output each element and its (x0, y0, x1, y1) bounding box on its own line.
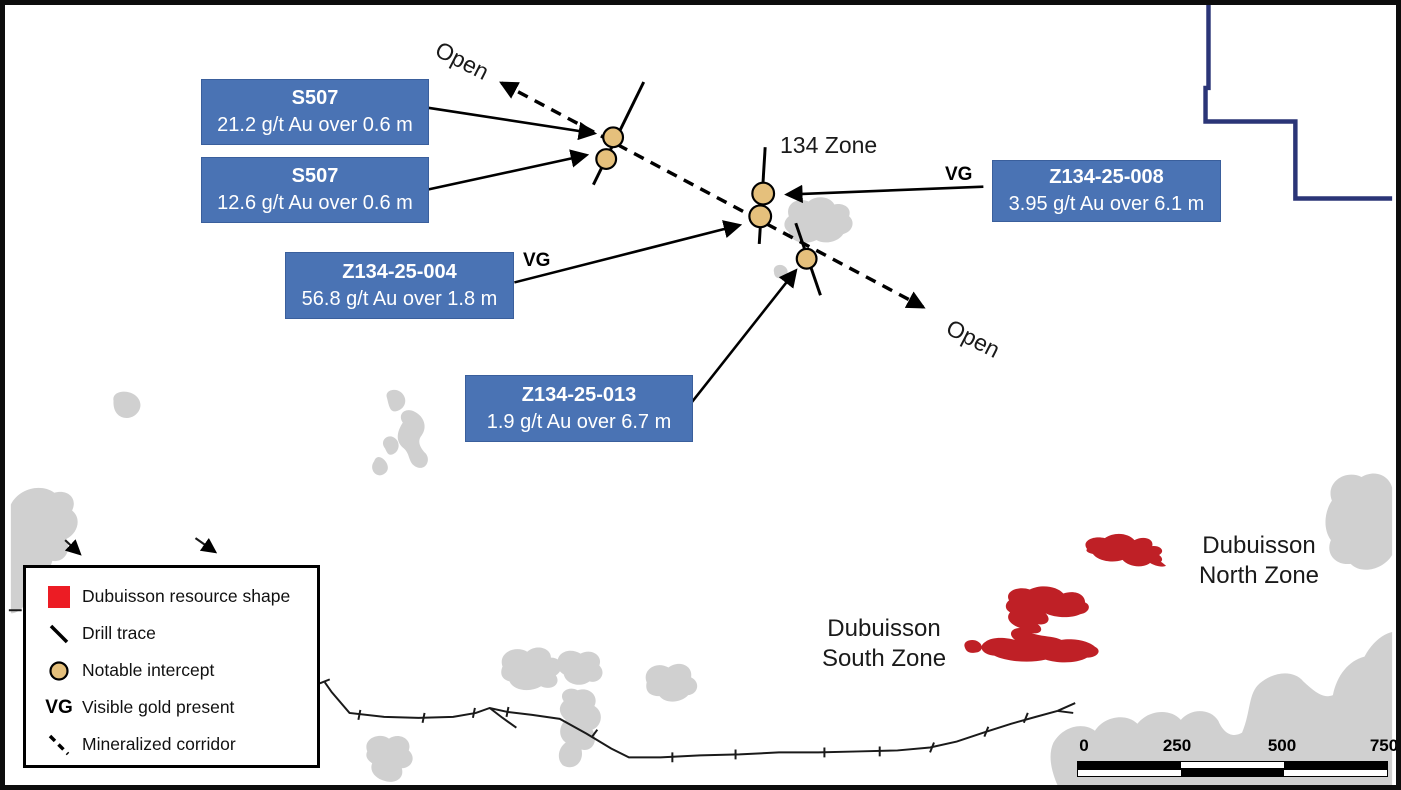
map-graphics (8, 5, 1393, 785)
vg-label-z134-25-004: VG (523, 250, 551, 271)
callout-title: Z134-25-013 (521, 383, 637, 406)
property-boundary-line (1203, 5, 1393, 201)
legend-row-drill-trace: Drill trace (26, 615, 317, 652)
legend-row-corridor: Mineralized corridor (26, 726, 317, 763)
leader-z134-25-008 (784, 184, 984, 204)
resource-square-icon (36, 585, 82, 608)
scale-bar: 0 250 500 750 (1067, 736, 1399, 784)
terrain-blob-tiny-134zone (773, 264, 788, 279)
surface-drill-trace-line (324, 681, 1058, 759)
callout-value: 12.6 g/t Au over 0.6 m (217, 192, 413, 214)
leader-s507-upper (427, 106, 598, 141)
label-dubuisson-south-zone: Dubuisson South Zone (809, 614, 959, 674)
callout-z134-25-008: Z134-25-008 3.95 g/t Au over 6.1 m (992, 160, 1221, 222)
callout-title: Z134-25-004 (342, 260, 457, 283)
legend-label: Dubuisson resource shape (82, 586, 291, 606)
terrain-blob-center-west-c (372, 436, 399, 476)
legend-label: Notable intercept (82, 660, 215, 680)
terrain-blob-east-edge (1325, 473, 1393, 570)
intercept-marker (795, 247, 818, 270)
callout-s507-lower: S507 12.6 g/t Au over 0.6 m (201, 157, 429, 223)
terrain-blob-center-west-b (397, 410, 428, 468)
terrain-blob-southeast-mass (1050, 631, 1393, 785)
label-dubuisson-north-zone: Dubuisson North Zone (1181, 531, 1337, 591)
intercept-marker (748, 204, 773, 229)
terrain-blob-mid-south-d (645, 663, 698, 702)
surface-trace-branch (489, 707, 517, 729)
scale-tick-750: 750 (1369, 736, 1399, 755)
legend-label: Drill trace (82, 623, 156, 643)
callout-s507-upper: S507 21.2 g/t Au over 0.6 m (201, 79, 429, 145)
vg-label-z134-25-008: VG (945, 164, 973, 185)
callout-value: 21.2 g/t Au over 0.6 m (217, 114, 413, 136)
leader-z134-25-004 (514, 220, 743, 284)
callout-title: S507 (291, 87, 339, 109)
drill-trace-icon (36, 621, 82, 647)
legend-row-vg: VG Visible gold present (26, 689, 317, 726)
intercept-marker (602, 126, 625, 149)
terrain-blob-mid-south-b (557, 650, 603, 685)
label-line: North Zone (1198, 562, 1320, 589)
leader-z134-25-013 (687, 268, 798, 408)
resource-shape-south-zone (964, 586, 1099, 663)
terrain-blob-near-134zone (784, 197, 853, 243)
scale-tick-0: 0 (1079, 736, 1089, 755)
spur-trace-b (194, 537, 218, 554)
scale-bar-row-top (1077, 761, 1388, 769)
callout-z134-25-004: Z134-25-004 56.8 g/t Au over 1.8 m (285, 252, 514, 319)
legend-label: Visible gold present (82, 697, 235, 717)
surface-trace-start-tick (319, 678, 331, 685)
scale-tick-500: 500 (1267, 736, 1297, 755)
callout-title: Z134-25-008 (1049, 166, 1164, 188)
notable-intercept-icon (36, 659, 82, 683)
surface-trace-ticks (357, 706, 1029, 763)
legend-row-resource: Dubuisson resource shape (26, 578, 317, 615)
legend-row-intercept: Notable intercept (26, 652, 317, 689)
legend-label: Mineralized corridor (82, 734, 236, 754)
label-line: Dubuisson (1202, 532, 1316, 559)
mineralized-corridor-line (499, 81, 926, 309)
terrain-blob-center-west-a (386, 389, 406, 412)
terrain-blob-small-west (113, 391, 141, 419)
scale-bar-row-bottom (1077, 769, 1388, 777)
label-134-zone: 134 Zone (780, 132, 878, 158)
callout-value: 56.8 g/t Au over 1.8 m (301, 287, 498, 310)
scale-tick-250: 250 (1162, 736, 1192, 755)
terrain-blob-mid-south-a (501, 647, 562, 691)
intercept-marker (595, 148, 618, 170)
legend-box: Dubuisson resource shape Drill trace Not… (23, 565, 320, 768)
label-line: Dubuisson (827, 615, 941, 642)
intercept-marker (751, 181, 776, 206)
surface-trace-fork-end (1057, 702, 1076, 714)
terrain-blob-south-small (366, 735, 413, 782)
vg-symbol: VG (45, 696, 73, 718)
callout-title: S507 (291, 165, 339, 187)
terrain-blob-mid-south-c (558, 688, 601, 768)
callout-value: 3.95 g/t Au over 6.1 m (1008, 193, 1205, 215)
resource-shape-north-zone (1085, 533, 1167, 567)
mineralized-corridor-icon (36, 732, 82, 758)
spur-trace-a (64, 539, 82, 556)
callout-value: 1.9 g/t Au over 6.7 m (486, 410, 672, 433)
leader-s507-lower (427, 149, 590, 191)
label-line: South Zone (821, 645, 947, 672)
callout-z134-25-013: Z134-25-013 1.9 g/t Au over 6.7 m (465, 375, 693, 442)
